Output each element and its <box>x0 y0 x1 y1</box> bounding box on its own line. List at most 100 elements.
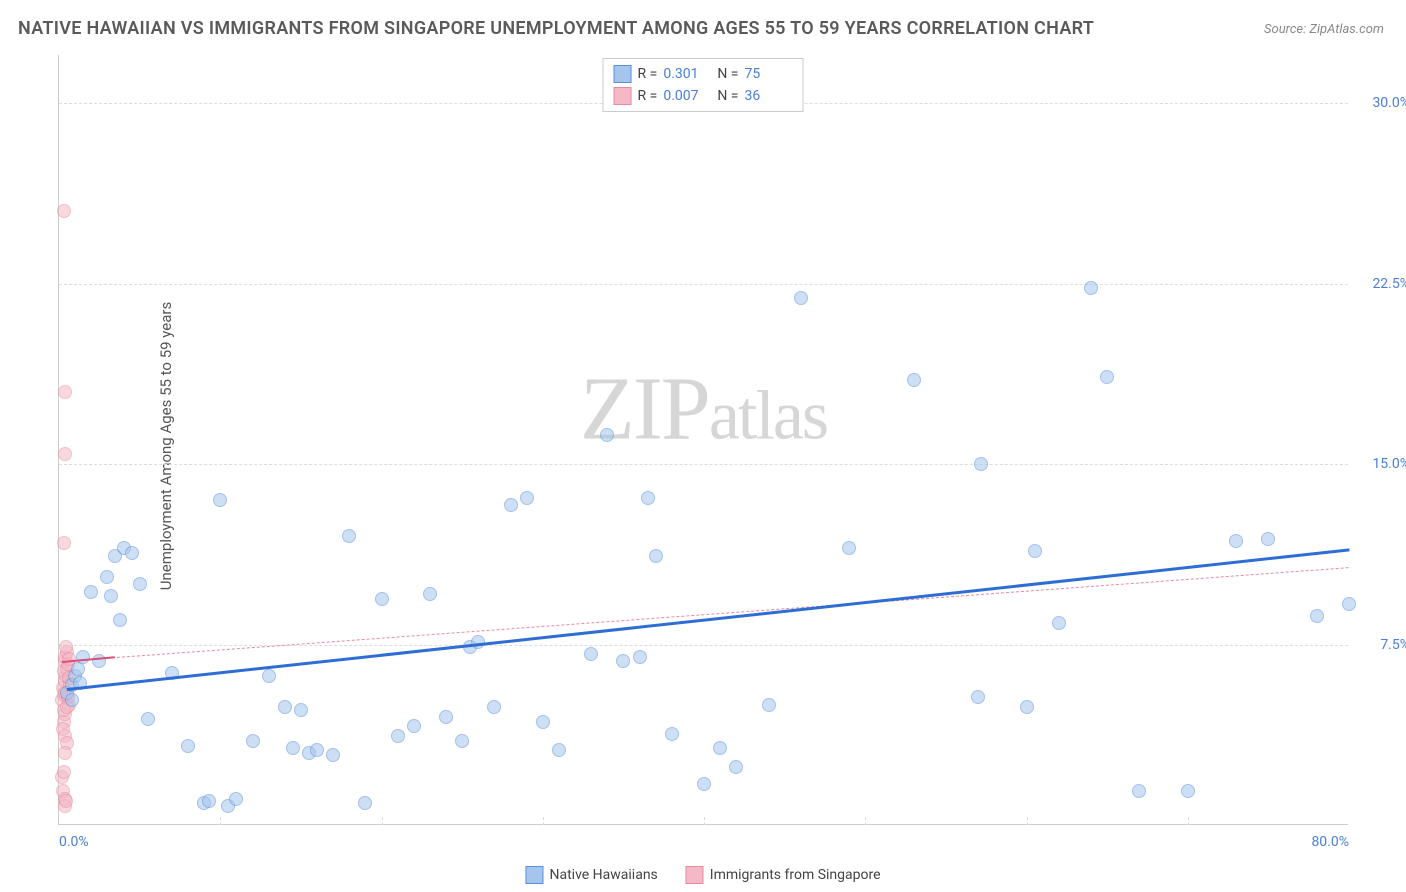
r-label-1: R = <box>638 66 658 82</box>
r-value-1: 0.301 <box>663 66 711 82</box>
data-point <box>600 428 614 442</box>
data-point <box>326 748 340 762</box>
data-point <box>794 291 808 305</box>
legend-item-1: Native Hawaiians <box>525 866 657 884</box>
ytick-label: 22.5% <box>1372 276 1406 292</box>
xtick-label: 0.0% <box>59 834 89 850</box>
data-point <box>1100 370 1114 384</box>
ytick-label: 7.5% <box>1380 637 1406 653</box>
data-point <box>104 589 118 603</box>
data-point <box>229 792 243 806</box>
data-point <box>202 794 216 808</box>
data-point <box>641 491 655 505</box>
data-point <box>358 796 372 810</box>
data-point <box>729 760 743 774</box>
data-point <box>1181 784 1195 798</box>
data-point <box>342 529 356 543</box>
data-point <box>58 385 72 399</box>
chart-container: NATIVE HAWAIIAN VS IMMIGRANTS FROM SINGA… <box>0 0 1406 892</box>
legend-label-1: Native Hawaiians <box>549 867 657 883</box>
data-point <box>665 727 679 741</box>
data-point <box>1132 784 1146 798</box>
gridline-v <box>220 817 221 825</box>
legend-stats: R = 0.301 N = 75 R = 0.007 N = 36 <box>603 58 804 112</box>
gridline-h <box>59 464 1348 465</box>
data-point <box>213 493 227 507</box>
n-value-2: 36 <box>744 88 792 104</box>
data-point <box>974 457 988 471</box>
data-point <box>59 794 73 808</box>
data-point <box>57 204 71 218</box>
n-value-1: 75 <box>744 66 792 82</box>
legend-swatch-1 <box>614 65 632 83</box>
source-label: Source: ZipAtlas.com <box>1264 22 1384 37</box>
data-point <box>391 729 405 743</box>
data-point <box>455 734 469 748</box>
data-point <box>907 373 921 387</box>
data-point <box>536 715 550 729</box>
data-point <box>133 577 147 591</box>
data-point <box>310 743 324 757</box>
watermark-zip: ZIP <box>580 359 709 458</box>
data-point <box>842 541 856 555</box>
data-point <box>1261 532 1275 546</box>
gridline-v <box>543 817 544 825</box>
data-point <box>762 698 776 712</box>
legend-swatch-series-1 <box>525 866 543 884</box>
data-point <box>439 710 453 724</box>
gridline-h <box>59 645 1348 646</box>
data-point <box>504 498 518 512</box>
watermark-atlas: atlas <box>709 377 827 454</box>
ytick-label: 30.0% <box>1372 95 1406 111</box>
gridline-v <box>865 817 866 825</box>
data-point <box>616 654 630 668</box>
gridline-v <box>382 817 383 825</box>
xtick-label: 80.0% <box>1311 834 1349 850</box>
legend-series: Native Hawaiians Immigrants from Singapo… <box>525 866 880 884</box>
r-value-2: 0.007 <box>663 88 711 104</box>
watermark: ZIPatlas <box>580 357 827 460</box>
data-point <box>487 700 501 714</box>
data-point <box>57 536 71 550</box>
ytick-label: 15.0% <box>1372 456 1406 472</box>
data-point <box>971 690 985 704</box>
data-point <box>71 662 85 676</box>
data-point <box>1084 281 1098 295</box>
chart-title: NATIVE HAWAIIAN VS IMMIGRANTS FROM SINGA… <box>18 18 1094 39</box>
legend-stats-row-1: R = 0.301 N = 75 <box>614 63 793 85</box>
data-point <box>375 592 389 606</box>
gridline-v <box>1188 817 1189 825</box>
data-point <box>294 703 308 717</box>
r-label-2: R = <box>638 88 658 104</box>
data-point <box>1229 534 1243 548</box>
data-point <box>57 765 71 779</box>
data-point <box>1310 609 1324 623</box>
legend-item-2: Immigrants from Singapore <box>686 866 881 884</box>
data-point <box>1052 616 1066 630</box>
data-point <box>1342 597 1356 611</box>
data-point <box>84 585 98 599</box>
data-point <box>697 777 711 791</box>
data-point <box>125 546 139 560</box>
legend-swatch-series-2 <box>686 866 704 884</box>
data-point <box>58 746 72 760</box>
data-point <box>713 741 727 755</box>
data-point <box>58 447 72 461</box>
data-point <box>407 719 421 733</box>
trend-line <box>67 548 1349 691</box>
data-point <box>286 741 300 755</box>
data-point <box>100 570 114 584</box>
data-point <box>649 549 663 563</box>
n-label-2: N = <box>717 88 738 104</box>
gridline-v <box>1027 817 1028 825</box>
legend-label-2: Immigrants from Singapore <box>710 867 881 883</box>
data-point <box>552 743 566 757</box>
n-label-1: N = <box>717 66 738 82</box>
plot-area: ZIPatlas 7.5%15.0%22.5%30.0%0.0%80.0% <box>58 55 1348 825</box>
data-point <box>423 587 437 601</box>
data-point <box>1028 544 1042 558</box>
legend-swatch-2 <box>614 87 632 105</box>
data-point <box>633 650 647 664</box>
gridline-h <box>59 284 1348 285</box>
data-point <box>1020 700 1034 714</box>
